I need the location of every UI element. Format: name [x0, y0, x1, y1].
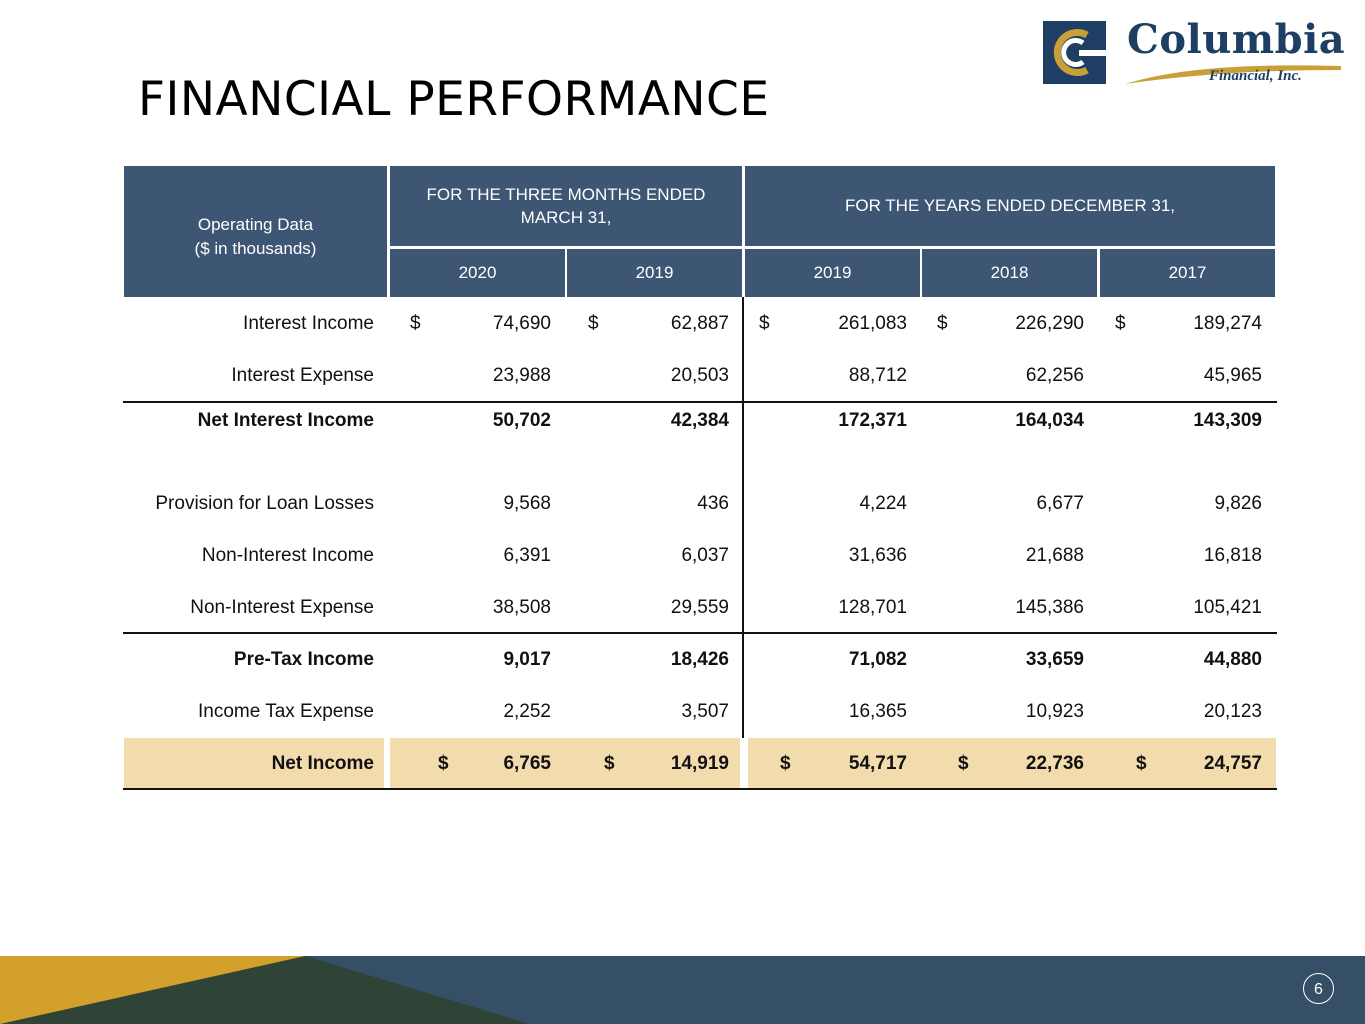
rule-after-non-interest-expense — [123, 632, 1277, 634]
table-cell: 16,365 — [848, 701, 907, 722]
table-cell: 50,702 — [492, 410, 551, 431]
period-divider — [742, 297, 744, 738]
rule-after-interest-expense — [123, 401, 1277, 403]
row-label: Non-Interest Expense — [190, 597, 374, 618]
group-header-three-months-line1: FOR THE THREE MONTHS ENDED — [426, 184, 706, 204]
table-cell: 20,123 — [1203, 701, 1262, 722]
currency-symbol: $ — [1115, 313, 1126, 334]
group-header-years: FOR THE YEARS ENDED DECEMBER 31, — [745, 166, 1275, 246]
table-cell: 23,988 — [492, 365, 551, 386]
table-cell: 21,688 — [1025, 545, 1084, 566]
table-cell: 436 — [697, 493, 729, 514]
row-label: Net Interest Income — [197, 410, 374, 431]
row-label: Interest Expense — [231, 365, 374, 386]
table-cell: 189,274 — [1193, 313, 1262, 334]
table-cell: 29,559 — [670, 597, 729, 618]
company-logo: Columbia Financial, Inc. — [1043, 16, 1346, 88]
logo-swoosh-icon — [1125, 65, 1341, 84]
table-cell: 261,083 — [838, 313, 907, 334]
row-label: Net Income — [271, 753, 374, 774]
table-cell: 4,224 — [859, 493, 907, 514]
table-cell: 10,923 — [1025, 701, 1084, 722]
net-income-highlight — [390, 738, 740, 788]
table-cell: 145,386 — [1015, 597, 1084, 618]
table-cell: 18,426 — [670, 649, 729, 670]
table-cell: 62,256 — [1025, 365, 1084, 386]
row-label: Non-Interest Income — [201, 545, 374, 566]
year-header-0: 2020 — [390, 249, 565, 297]
table-cell: 71,082 — [848, 649, 907, 670]
table-cell: 54,717 — [848, 753, 907, 774]
table-cell: 42,384 — [670, 410, 729, 431]
table-cell: 6,677 — [1036, 493, 1084, 514]
currency-symbol: $ — [410, 313, 421, 334]
group-header-three-months: FOR THE THREE MONTHS ENDED MARCH 31, — [390, 166, 742, 246]
row-label: Provision for Loan Losses — [155, 493, 374, 514]
net-income-highlight — [124, 738, 384, 788]
corner-label-operating-data: Operating Data — [197, 214, 314, 234]
row-label: Pre-Tax Income — [233, 649, 374, 670]
currency-symbol: $ — [1136, 753, 1147, 774]
table-cell: 2,252 — [503, 701, 551, 722]
table-cell: 20,503 — [670, 365, 729, 386]
table-cell: 33,659 — [1025, 649, 1084, 670]
net-income-highlight — [748, 738, 1276, 788]
year-header-2: 2019 — [745, 249, 920, 297]
table-cell: 172,371 — [838, 410, 907, 431]
table-cell: 62,887 — [670, 313, 729, 334]
page-title: FINANCIAL PERFORMANCE — [138, 72, 770, 127]
table-cell: 24,757 — [1203, 753, 1262, 774]
table-cell: 164,034 — [1015, 410, 1084, 431]
columbia-logo-mark-icon — [1043, 21, 1106, 84]
table-cell: 14,919 — [670, 753, 729, 774]
logo-subtitle: Financial, Inc. — [1209, 68, 1302, 84]
footer-band — [0, 956, 1365, 1024]
currency-symbol: $ — [438, 753, 449, 774]
logo-name: Columbia — [1127, 16, 1346, 63]
currency-symbol: $ — [780, 753, 791, 774]
table-cell: 105,421 — [1193, 597, 1262, 618]
table-cell: 44,880 — [1203, 649, 1262, 670]
row-label: Interest Income — [243, 313, 374, 334]
year-header-4: 2017 — [1100, 249, 1275, 297]
year-header-1: 2019 — [567, 249, 742, 297]
currency-symbol: $ — [759, 313, 770, 334]
table-cell: 9,568 — [503, 493, 551, 514]
table-cell: 38,508 — [492, 597, 551, 618]
table-cell: 16,818 — [1203, 545, 1262, 566]
table-cell: 3,507 — [681, 701, 729, 722]
page-number: 6 — [1303, 973, 1334, 1004]
table-cell: 45,965 — [1203, 365, 1262, 386]
corner-header: Operating Data ($ in thousands) — [124, 166, 387, 297]
table-cell: 143,309 — [1193, 410, 1262, 431]
currency-symbol: $ — [604, 753, 615, 774]
table-cell: 226,290 — [1015, 313, 1084, 334]
table-cell: 9,017 — [503, 649, 551, 670]
table-cell: 74,690 — [492, 313, 551, 334]
currency-symbol: $ — [588, 313, 599, 334]
table-cell: 31,636 — [848, 545, 907, 566]
group-header-three-months-line2: MARCH 31, — [520, 207, 612, 227]
table-cell: 6,765 — [503, 753, 551, 774]
table-cell: 22,736 — [1025, 753, 1084, 774]
table-cell: 6,391 — [503, 545, 551, 566]
table-cell: 88,712 — [848, 365, 907, 386]
table-cell: 128,701 — [838, 597, 907, 618]
table-cell: 6,037 — [681, 545, 729, 566]
year-header-3: 2018 — [922, 249, 1097, 297]
rule-bottom — [123, 788, 1277, 790]
currency-symbol: $ — [937, 313, 948, 334]
corner-label-units: ($ in thousands) — [194, 238, 317, 258]
row-label: Income Tax Expense — [197, 701, 374, 722]
table-cell: 9,826 — [1214, 493, 1262, 514]
currency-symbol: $ — [958, 753, 969, 774]
